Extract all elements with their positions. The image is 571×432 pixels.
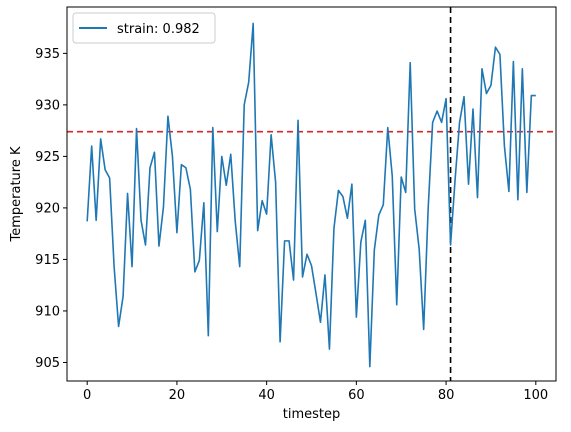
legend-box [72,12,216,44]
x-tick-label: 40 [258,388,275,403]
y-tick-label: 925 [35,150,60,165]
y-tick-label: 935 [35,47,60,62]
y-tick-label: 905 [35,356,60,371]
x-tick-label: 0 [83,388,91,403]
x-tick-label: 100 [523,388,548,403]
series-line [86,22,536,368]
y-tick-label: 930 [35,98,60,113]
x-tick-label: 60 [348,388,365,403]
y-axis-ticks: 905 910 915 920 925 930 935 [35,47,67,371]
x-tick-label: 80 [438,388,455,403]
reference-lines [67,7,556,381]
x-tick-label: 20 [169,388,186,403]
legend-series-label: strain: 0.982 [117,22,200,37]
axes-frame [66,6,557,382]
y-tick-label: 920 [35,201,60,216]
legend: strain: 0.982 [72,12,216,44]
y-tick-label: 910 [35,304,60,319]
y-tick-label: 915 [35,253,60,268]
x-axis-ticks: 0 20 40 60 80 100 [83,381,548,403]
x-axis-label: timestep [283,407,341,422]
y-axis-label: Temperature K [9,146,24,242]
series-layer [86,22,536,368]
